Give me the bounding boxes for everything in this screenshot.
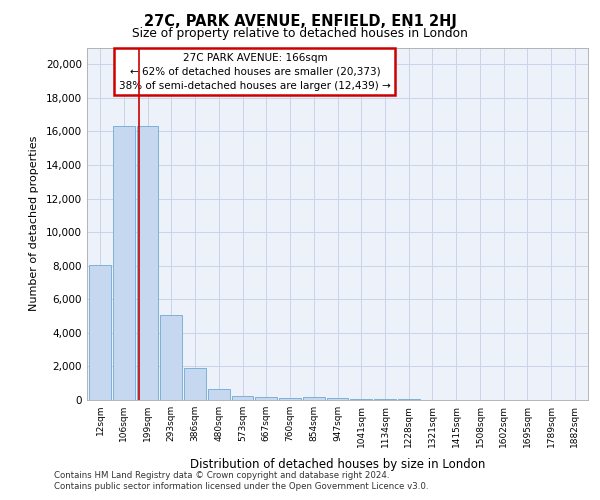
Y-axis label: Number of detached properties: Number of detached properties [29, 136, 39, 312]
Text: Contains HM Land Registry data © Crown copyright and database right 2024.: Contains HM Land Registry data © Crown c… [54, 471, 389, 480]
Text: 27C PARK AVENUE: 166sqm
← 62% of detached houses are smaller (20,373)
38% of sem: 27C PARK AVENUE: 166sqm ← 62% of detache… [119, 53, 391, 91]
Bar [184, 368, 206, 400]
Text: Size of property relative to detached houses in London: Size of property relative to detached ho… [132, 28, 468, 40]
Bar [89, 265, 111, 400]
Bar [374, 399, 396, 400]
Bar [303, 397, 325, 400]
Bar [160, 315, 182, 400]
Bar [232, 396, 253, 400]
Bar [208, 389, 230, 400]
Bar [113, 126, 135, 400]
Text: Contains public sector information licensed under the Open Government Licence v3: Contains public sector information licen… [54, 482, 428, 491]
Bar [256, 396, 277, 400]
Text: 27C, PARK AVENUE, ENFIELD, EN1 2HJ: 27C, PARK AVENUE, ENFIELD, EN1 2HJ [143, 14, 457, 29]
Bar [137, 126, 158, 400]
X-axis label: Distribution of detached houses by size in London: Distribution of detached houses by size … [190, 458, 485, 471]
Bar [326, 398, 349, 400]
Bar [279, 398, 301, 400]
Bar [350, 399, 372, 400]
